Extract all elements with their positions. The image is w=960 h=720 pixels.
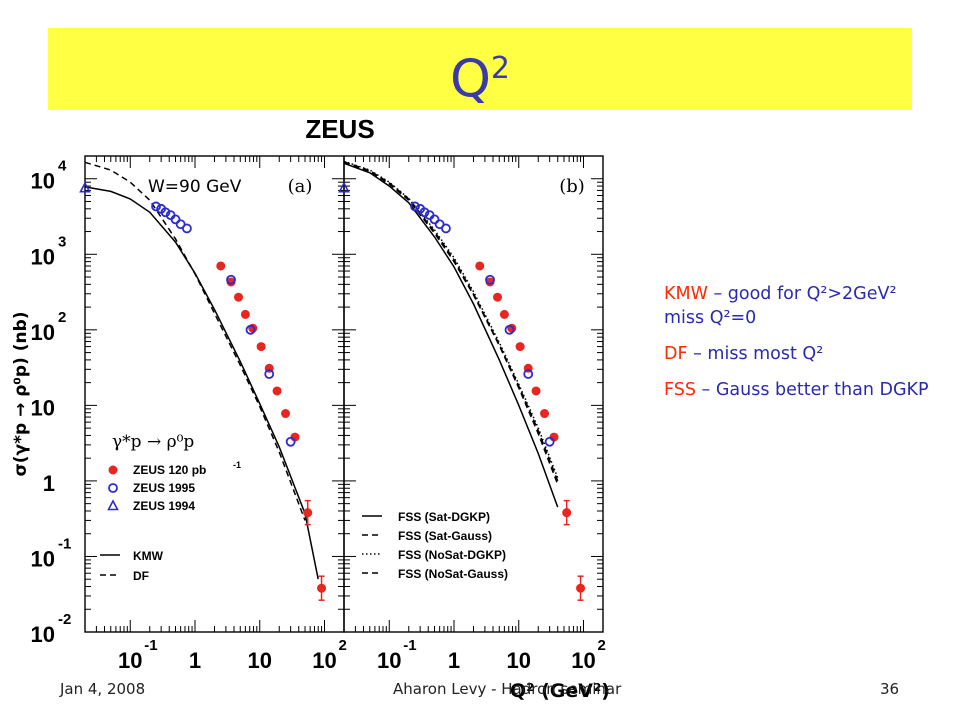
x-tick-label: 10 bbox=[248, 648, 272, 673]
data-point bbox=[170, 214, 181, 225]
x-tick-label: 1 bbox=[189, 648, 201, 673]
legend-label: FSS (Sat-Gauss) bbox=[398, 529, 492, 543]
x-tick-label-exponent: -1 bbox=[403, 637, 416, 654]
data-point bbox=[410, 201, 420, 212]
data-point bbox=[285, 436, 296, 447]
y-tick-label: 10 bbox=[31, 395, 55, 420]
data-point bbox=[429, 214, 440, 225]
slide-title: Q2 bbox=[449, 49, 511, 110]
data-point bbox=[216, 261, 226, 271]
x-tick-label-exponent: 2 bbox=[598, 637, 606, 654]
data-point bbox=[226, 274, 236, 285]
y-tick-label: 10 bbox=[31, 244, 55, 269]
data-point bbox=[240, 309, 250, 319]
footer-center: Aharon Levy - Hadron seminar bbox=[393, 680, 622, 698]
y-tick-label: 1 bbox=[43, 471, 55, 496]
data-point bbox=[303, 508, 313, 518]
data-point bbox=[531, 386, 541, 396]
legend-label: DF bbox=[133, 569, 149, 583]
note-kmw: KMW – good for Q²>2GeV² miss Q²=0 bbox=[664, 284, 897, 328]
data-point bbox=[576, 583, 586, 593]
data-point bbox=[540, 409, 550, 419]
legend-label: FSS (Sat-DGKP) bbox=[398, 510, 490, 524]
y-tick-label-exponent: 4 bbox=[58, 158, 67, 175]
data-point bbox=[485, 274, 495, 285]
legend-label-superscript: -1 bbox=[233, 460, 241, 470]
data-point bbox=[499, 309, 509, 319]
data-point bbox=[544, 436, 555, 447]
data-point bbox=[234, 292, 244, 302]
panel-frame bbox=[84, 155, 345, 633]
curve-kmw bbox=[84, 186, 319, 580]
note-df: DF – miss most Q² bbox=[664, 344, 824, 364]
x-tick-label-exponent: 2 bbox=[339, 637, 347, 654]
x-tick-label: 10 bbox=[571, 648, 595, 673]
experiment-label: ZEUS bbox=[305, 114, 374, 144]
legend-label: ZEUS 120 pb bbox=[133, 463, 206, 477]
data-point bbox=[523, 369, 534, 379]
panel-tag-a: (a) bbox=[288, 176, 313, 197]
legend-marker bbox=[108, 483, 118, 493]
curve-df bbox=[84, 161, 306, 521]
legend-label: ZEUS 1994 bbox=[133, 499, 195, 513]
data-point bbox=[272, 386, 282, 396]
legend-marker bbox=[107, 499, 119, 511]
data-point bbox=[475, 261, 485, 271]
data-point bbox=[256, 342, 266, 352]
y-tick-label: 10 bbox=[31, 169, 55, 194]
y-tick-label: 10 bbox=[31, 320, 55, 345]
curve-fss-sat-gauss- bbox=[343, 161, 559, 485]
data-point bbox=[493, 292, 503, 302]
curve-fss-sat-dgkp- bbox=[343, 162, 559, 508]
data-point bbox=[441, 223, 451, 234]
data-point bbox=[160, 207, 171, 218]
y-tick-label: 10 bbox=[31, 546, 55, 571]
data-point bbox=[151, 201, 161, 212]
legend-label: FSS (NoSat-DGKP) bbox=[398, 548, 506, 562]
data-point bbox=[504, 324, 515, 335]
curve-fss-nosat-dgkp- bbox=[343, 160, 559, 479]
title-banner: Q2 bbox=[48, 28, 912, 110]
x-tick-label: 10 bbox=[507, 648, 531, 673]
panel-tag-b: (b) bbox=[559, 176, 585, 197]
footer-date: Jan 4, 2008 bbox=[60, 680, 146, 698]
data-point bbox=[245, 324, 256, 335]
x-tick-label: 1 bbox=[448, 648, 460, 673]
data-point bbox=[182, 223, 192, 234]
data-point bbox=[515, 342, 525, 352]
energy-label: W=90 GeV bbox=[148, 177, 242, 197]
data-point bbox=[317, 583, 327, 593]
y-tick-label-exponent: -2 bbox=[58, 611, 71, 628]
data-point bbox=[419, 207, 430, 218]
note-fss: FSS – Gauss better than DGKP bbox=[664, 380, 929, 400]
y-tick-label: 10 bbox=[31, 622, 55, 647]
y-tick-label-exponent: 2 bbox=[58, 309, 66, 326]
x-tick-label-exponent: -1 bbox=[144, 637, 157, 654]
legend-label: KMW bbox=[133, 549, 164, 563]
y-tick-label-exponent: -1 bbox=[58, 535, 71, 552]
slide-title-superscript: 2 bbox=[490, 51, 511, 86]
process-label: γ*p → ρ⁰p bbox=[112, 432, 194, 452]
x-tick-label: 10 bbox=[118, 648, 142, 673]
legend-label: ZEUS 1995 bbox=[133, 481, 195, 495]
data-point bbox=[281, 409, 291, 419]
data-point bbox=[338, 181, 350, 193]
x-axis-label: Q² (GeV²) bbox=[510, 680, 610, 702]
legend-label: FSS (NoSat-Gauss) bbox=[398, 567, 508, 581]
y-axis-label: σ(γ*p → ρ⁰p) (nb) bbox=[11, 311, 31, 476]
y-tick-label-exponent: 3 bbox=[58, 233, 66, 250]
data-point bbox=[264, 369, 275, 379]
footer-page-number: 36 bbox=[880, 680, 900, 698]
x-tick-label: 10 bbox=[312, 648, 336, 673]
x-tick-label: 10 bbox=[377, 648, 401, 673]
data-point bbox=[562, 508, 572, 518]
data-point bbox=[79, 181, 91, 193]
curve-fss-nosat-gauss- bbox=[343, 160, 559, 482]
notes-panel: KMW – good for Q²>2GeV² miss Q²=0 DF – m… bbox=[664, 282, 934, 414]
legend-marker bbox=[108, 465, 118, 475]
